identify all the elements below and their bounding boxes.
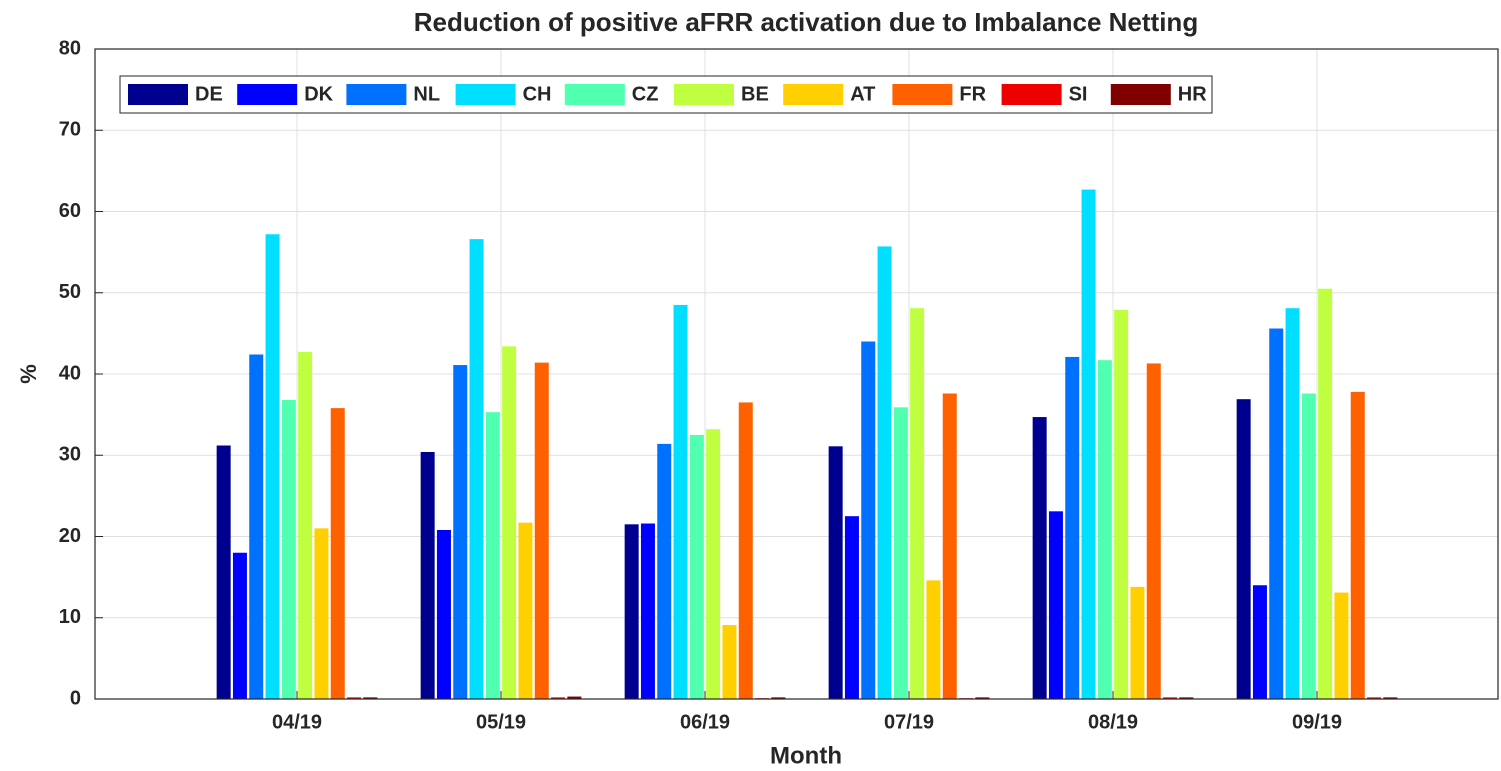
bar bbox=[534, 362, 549, 699]
legend-swatch bbox=[128, 84, 188, 105]
legend-swatch bbox=[346, 84, 407, 105]
plot-frame bbox=[94, 48, 1499, 700]
legend-swatch bbox=[1110, 84, 1171, 105]
bar bbox=[1367, 697, 1382, 699]
bar bbox=[502, 346, 517, 699]
legend-label: FR bbox=[959, 83, 986, 105]
y-tick-label: 70 bbox=[59, 119, 81, 141]
bar bbox=[1383, 697, 1398, 699]
bar bbox=[1065, 356, 1080, 699]
bar bbox=[314, 528, 329, 699]
x-axis-label: Month bbox=[770, 742, 842, 769]
bar bbox=[1252, 585, 1267, 699]
bar bbox=[249, 354, 264, 699]
legend-label: SI bbox=[1069, 83, 1088, 105]
bar bbox=[640, 523, 655, 699]
bar bbox=[738, 402, 753, 699]
x-tick-label: 04/19 bbox=[272, 711, 322, 733]
legend-swatch bbox=[564, 84, 625, 105]
y-tick-label: 30 bbox=[59, 444, 81, 466]
bar bbox=[1301, 393, 1316, 699]
bar bbox=[551, 697, 566, 699]
bar bbox=[436, 530, 451, 699]
bar bbox=[1081, 189, 1096, 699]
bar bbox=[265, 234, 280, 699]
bar bbox=[347, 697, 362, 699]
legend-swatch bbox=[892, 84, 953, 105]
bar bbox=[1179, 697, 1194, 699]
bar bbox=[518, 522, 533, 699]
bar bbox=[469, 239, 484, 699]
bar bbox=[673, 304, 688, 699]
legend-label: DK bbox=[304, 83, 333, 105]
legend-swatch bbox=[674, 84, 734, 105]
bar bbox=[1236, 399, 1251, 699]
bar bbox=[1350, 391, 1365, 699]
bar bbox=[722, 625, 737, 699]
bar bbox=[453, 365, 468, 699]
bar bbox=[1032, 417, 1047, 699]
x-tick-label: 06/19 bbox=[680, 711, 730, 733]
legend-swatch bbox=[1001, 84, 1062, 105]
bar bbox=[942, 393, 957, 699]
bar bbox=[1097, 360, 1112, 699]
bar bbox=[689, 434, 704, 699]
bar bbox=[485, 412, 500, 699]
bar bbox=[420, 452, 435, 699]
y-tick-label: 20 bbox=[59, 525, 81, 547]
bar bbox=[706, 429, 721, 699]
y-tick-label: 60 bbox=[59, 200, 81, 222]
bar bbox=[926, 580, 941, 699]
bar bbox=[893, 407, 908, 699]
legend-label: CH bbox=[523, 83, 552, 105]
y-axis-label: % bbox=[16, 364, 41, 384]
x-tick-label: 05/19 bbox=[476, 711, 526, 733]
bar bbox=[1114, 309, 1129, 699]
bar bbox=[771, 697, 786, 699]
bar bbox=[975, 697, 990, 699]
bar bbox=[1146, 363, 1161, 699]
bar bbox=[298, 352, 313, 699]
bar bbox=[1048, 511, 1063, 699]
bar bbox=[567, 696, 582, 699]
legend-swatch bbox=[455, 84, 516, 105]
y-tick-label: 40 bbox=[59, 362, 81, 384]
bar bbox=[657, 443, 672, 699]
bar bbox=[232, 552, 247, 699]
bar bbox=[281, 400, 296, 699]
y-tick-label: 80 bbox=[59, 37, 81, 59]
y-tick-label: 50 bbox=[59, 281, 81, 303]
bar bbox=[330, 408, 345, 699]
legend-swatch bbox=[237, 84, 298, 105]
chart-title: Reduction of positive aFRR activation du… bbox=[414, 7, 1198, 37]
legend-label: DE bbox=[195, 83, 223, 105]
legend-label: HR bbox=[1178, 83, 1207, 105]
bar bbox=[861, 341, 876, 699]
legend-label: NL bbox=[413, 83, 440, 105]
bar bbox=[216, 445, 231, 699]
bar bbox=[1130, 586, 1145, 699]
bar bbox=[363, 697, 378, 699]
x-tick-label: 08/19 bbox=[1088, 711, 1138, 733]
bar bbox=[1318, 288, 1333, 699]
bar bbox=[1285, 308, 1300, 699]
legend-swatch bbox=[783, 84, 844, 105]
x-tick-label: 09/19 bbox=[1292, 711, 1342, 733]
bar bbox=[828, 446, 843, 699]
y-tick-label: 10 bbox=[59, 606, 81, 628]
legend-label: BE bbox=[741, 83, 769, 105]
legend-label: CZ bbox=[632, 83, 659, 105]
x-tick-label: 07/19 bbox=[884, 711, 934, 733]
bar bbox=[1334, 592, 1349, 699]
legend-label: AT bbox=[850, 83, 875, 105]
bar bbox=[1163, 697, 1178, 699]
y-tick-label: 0 bbox=[70, 687, 81, 709]
bar bbox=[910, 308, 925, 699]
bar bbox=[624, 524, 639, 699]
bar bbox=[1269, 328, 1284, 699]
bar bbox=[877, 246, 892, 699]
bar bbox=[844, 516, 859, 699]
